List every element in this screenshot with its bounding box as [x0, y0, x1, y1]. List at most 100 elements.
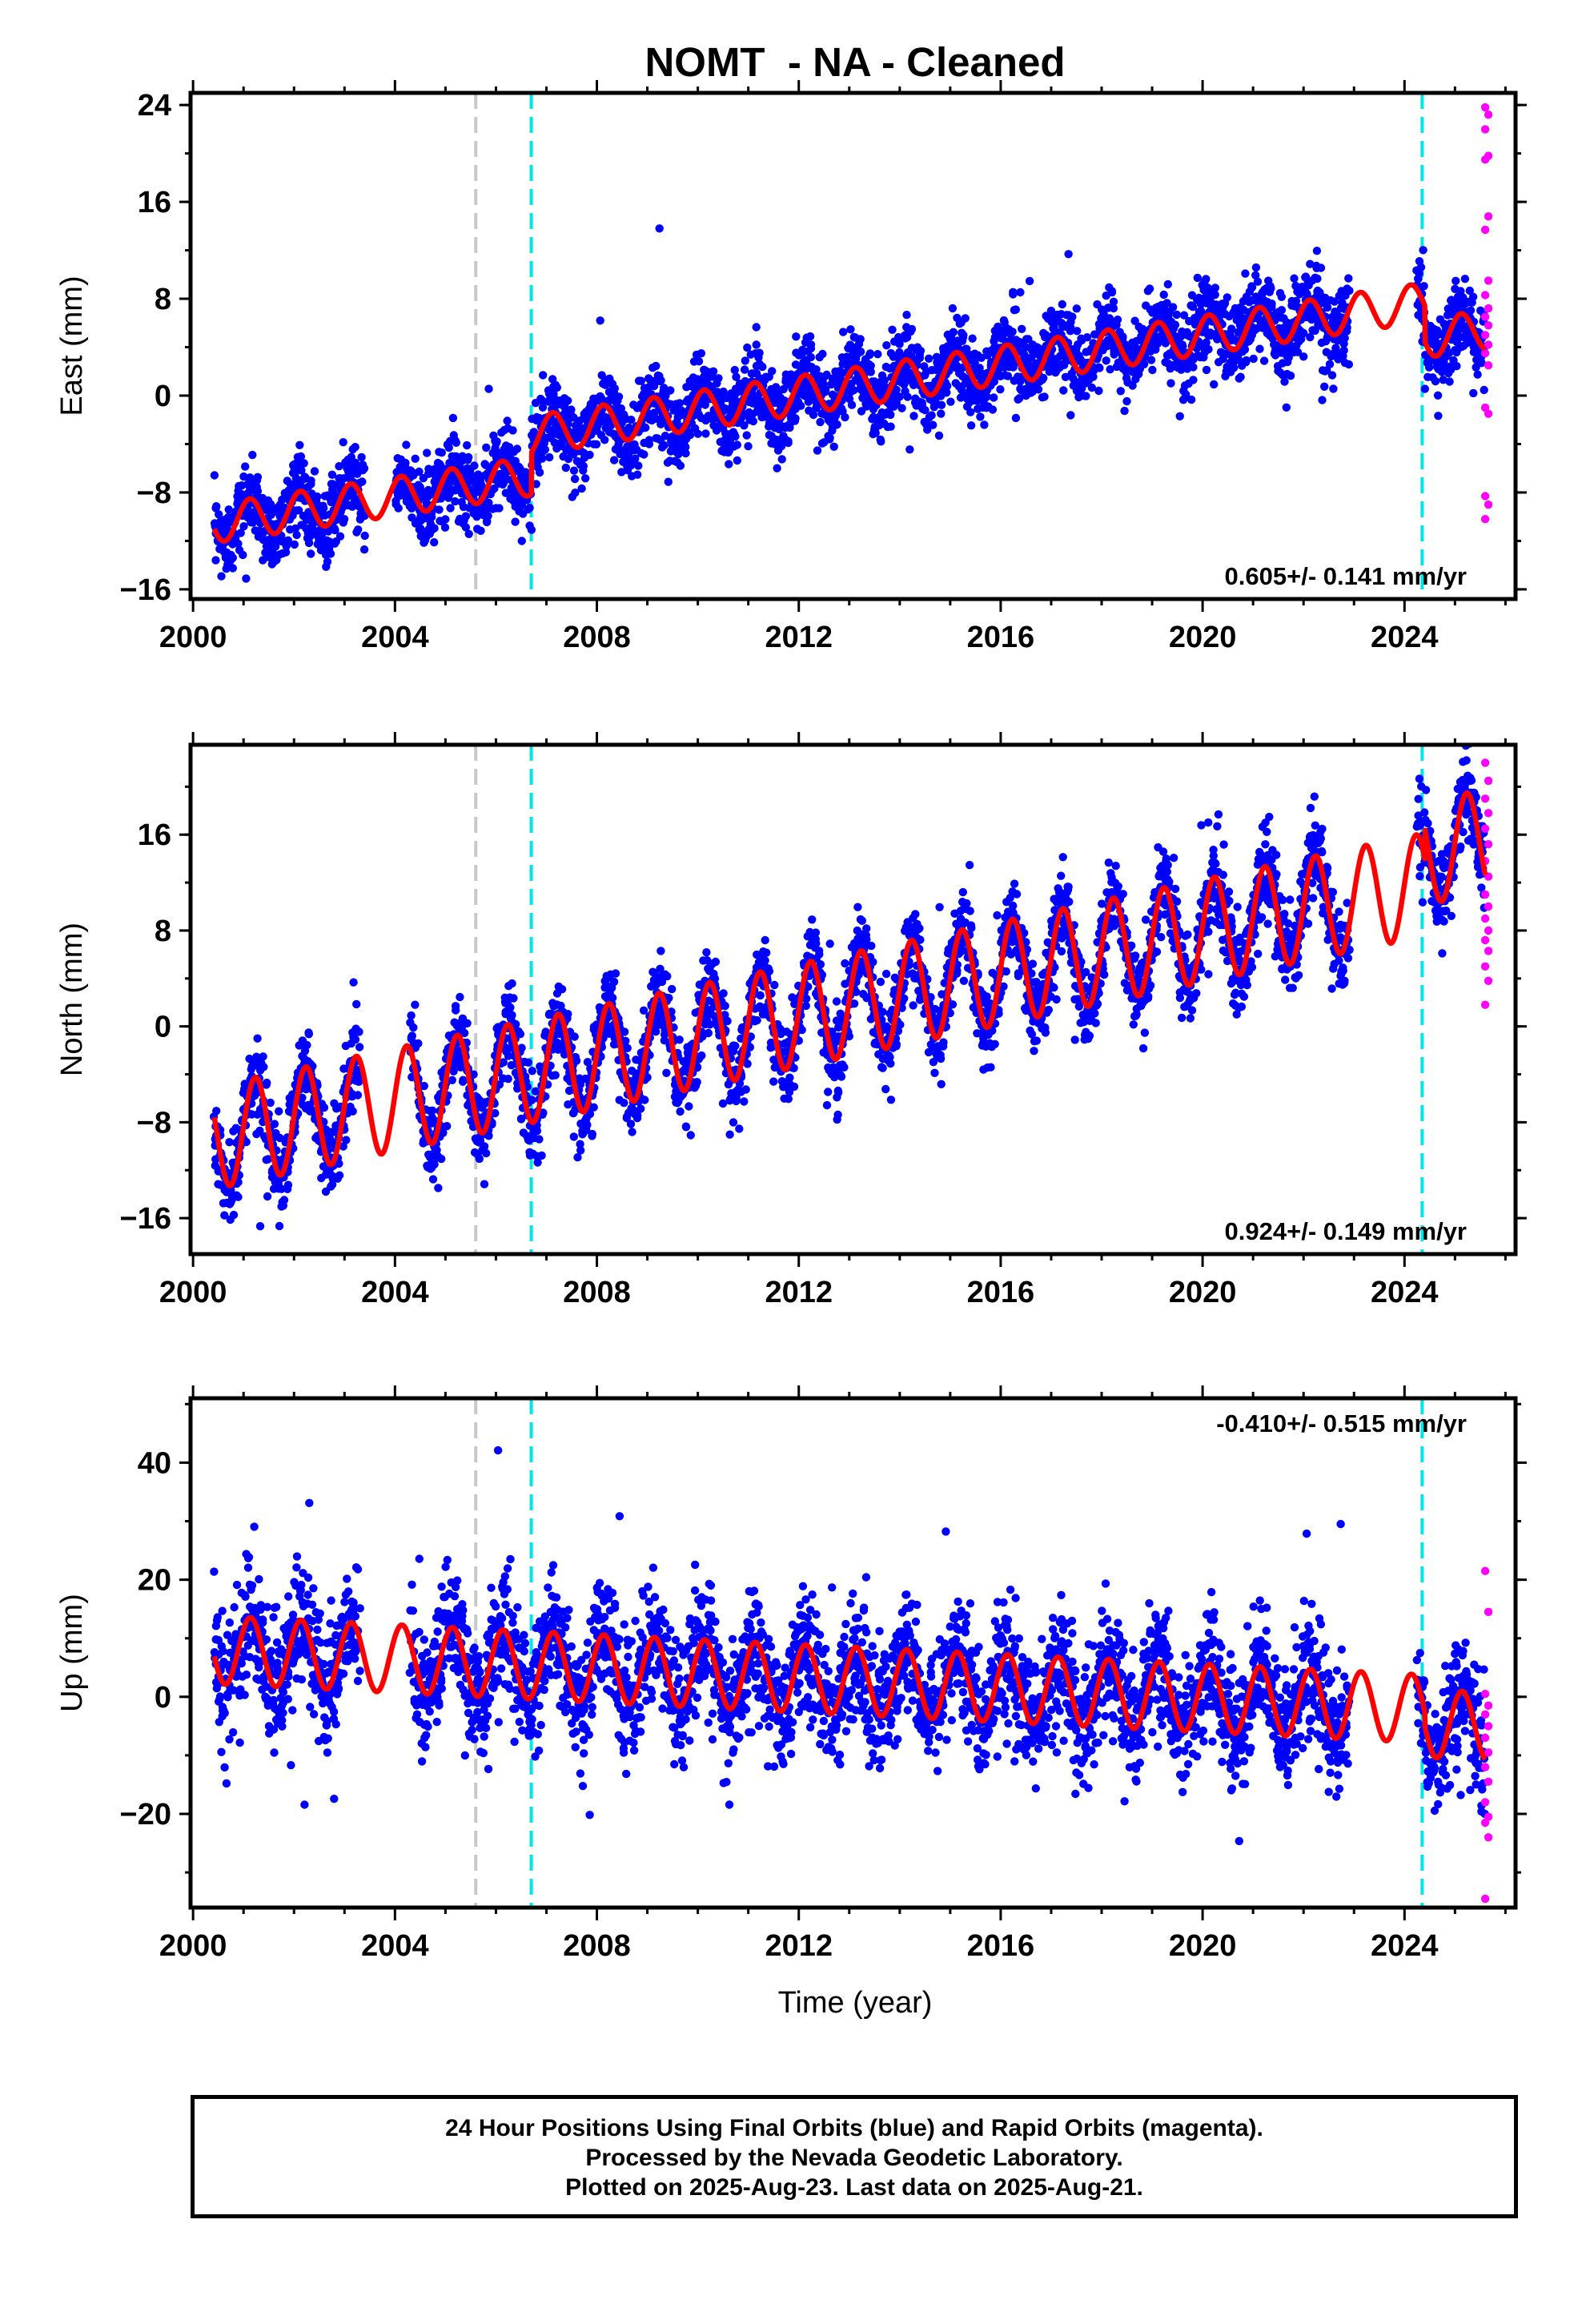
north-final-point	[583, 1120, 592, 1129]
east-x-tick-label: 2012	[765, 621, 833, 654]
east-final-point	[310, 467, 319, 476]
north-final-point	[420, 1081, 428, 1091]
east-final-point	[1293, 348, 1303, 356]
east-final-point	[876, 435, 885, 444]
east-final-point	[1280, 377, 1289, 386]
east-final-point	[444, 443, 453, 452]
east-final-point	[666, 386, 675, 395]
east-final-point	[825, 433, 834, 442]
east-final-point	[966, 408, 975, 416]
north-final-point	[640, 1096, 649, 1104]
east-final-point	[661, 392, 670, 400]
east-final-point	[411, 454, 420, 463]
east-final-point	[866, 368, 875, 376]
north-final-point	[319, 1103, 329, 1112]
east-final-point	[1102, 356, 1110, 365]
north-final-point	[711, 957, 721, 967]
north-final-point	[662, 1068, 671, 1078]
north-final-point	[702, 948, 711, 957]
east-final-point	[740, 421, 749, 430]
north-final-point	[452, 1006, 460, 1015]
east-final-point	[777, 455, 786, 464]
east-final-point	[570, 474, 580, 484]
east-final-point	[785, 423, 794, 432]
east-final-point	[250, 508, 259, 517]
east-final-point	[966, 421, 976, 430]
east-final-point	[538, 403, 548, 412]
east-final-point	[331, 525, 339, 535]
east-final-point	[585, 450, 594, 460]
east-final-point	[1179, 311, 1189, 320]
east-final-point	[1306, 259, 1315, 268]
east-final-point	[283, 536, 292, 545]
east-final-point	[988, 405, 998, 414]
east-final-point	[437, 448, 446, 457]
north-final-point	[351, 1035, 360, 1044]
east-final-point	[1162, 299, 1171, 308]
east-final-point	[1082, 392, 1090, 400]
north-final-point	[609, 977, 619, 987]
east-final-point	[1452, 362, 1461, 371]
east-final-point	[805, 332, 815, 341]
north-final-point	[342, 1136, 351, 1144]
east-final-point	[1255, 344, 1264, 353]
east-rapid-point	[1480, 331, 1490, 340]
east-final-point	[640, 450, 648, 459]
east-y-tick-label: 8	[155, 283, 171, 316]
east-final-point	[461, 523, 471, 532]
east-final-point	[1308, 315, 1317, 324]
north-final-point	[458, 1077, 468, 1086]
east-final-point	[1327, 371, 1337, 380]
east-final-point	[452, 438, 460, 447]
north-final-point	[620, 1099, 628, 1108]
east-final-point	[339, 438, 347, 447]
east-final-point	[1211, 283, 1220, 292]
east-final-point	[694, 357, 704, 366]
east-final-point	[792, 332, 801, 341]
east-x-tick-label: 2000	[159, 621, 227, 654]
east-final-point	[239, 522, 248, 531]
east-final-point	[942, 381, 952, 391]
east-final-point	[1330, 297, 1339, 306]
north-final-point	[275, 1133, 284, 1143]
east-final-point	[882, 341, 891, 350]
east-final-point	[1210, 380, 1219, 389]
north-final-point	[572, 1056, 581, 1065]
east-final-point	[1146, 356, 1156, 364]
east-final-point	[271, 612, 279, 620]
east-final-point	[1066, 411, 1075, 420]
east-final-point	[905, 445, 914, 454]
east-final-point	[846, 325, 855, 334]
east-final-point	[1259, 356, 1269, 365]
east-rapid-point	[1484, 304, 1493, 313]
east-final-point	[886, 410, 895, 420]
east-final-point	[946, 397, 955, 406]
east-final-point	[693, 429, 702, 438]
east-final-point	[1018, 324, 1026, 333]
east-final-point	[228, 553, 237, 562]
east-final-point	[532, 480, 540, 489]
east-final-point	[1345, 286, 1354, 296]
east-final-point	[423, 448, 432, 457]
east-final-point	[1027, 353, 1036, 362]
east-final-point	[484, 512, 492, 521]
east-final-point	[1223, 293, 1232, 302]
east-final-point	[1267, 303, 1276, 312]
east-final-point	[428, 513, 436, 521]
east-rapid-point	[1484, 276, 1493, 285]
east-final-point	[1242, 356, 1251, 365]
east-final-point	[1148, 365, 1157, 375]
east-final-point	[525, 504, 534, 513]
north-final-point	[259, 1063, 268, 1072]
east-final-point	[1034, 385, 1043, 394]
north-final-point	[428, 1106, 437, 1116]
east-final-point	[1021, 343, 1030, 352]
east-final-point	[818, 349, 827, 359]
east-final-point	[816, 417, 825, 427]
east-final-point	[1139, 360, 1149, 368]
east-y-tick-label: 0	[155, 380, 171, 413]
east-final-point	[916, 346, 926, 356]
east-final-point	[790, 415, 800, 424]
chart-title: NOMT - NA - Cleaned	[644, 39, 1065, 85]
east-final-point	[1082, 333, 1092, 342]
